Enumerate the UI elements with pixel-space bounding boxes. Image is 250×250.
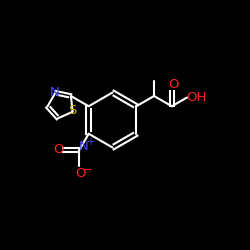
Text: −: −: [82, 164, 92, 176]
Text: S: S: [68, 104, 77, 117]
Text: O: O: [168, 78, 179, 92]
Text: OH: OH: [186, 91, 207, 104]
Text: N: N: [49, 86, 59, 99]
Text: O: O: [75, 167, 86, 180]
Text: +: +: [86, 138, 94, 147]
Text: N: N: [79, 140, 89, 153]
Text: O: O: [53, 144, 63, 156]
